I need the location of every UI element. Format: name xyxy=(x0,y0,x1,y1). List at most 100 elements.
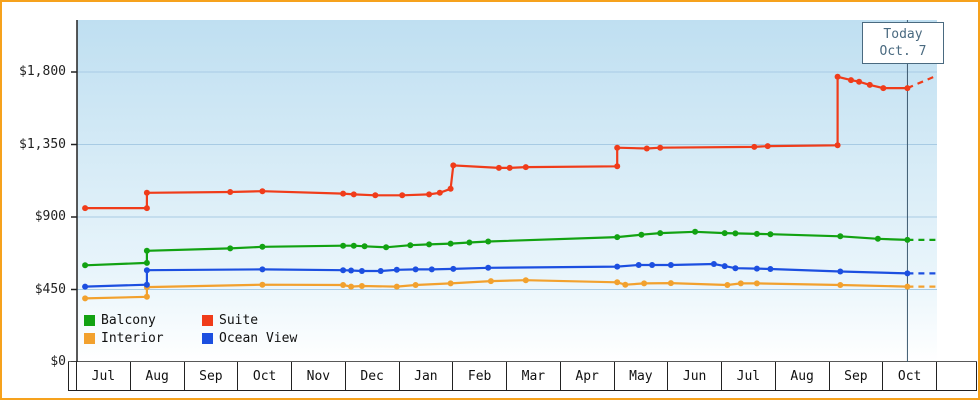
legend-label-ocean-view: Ocean View xyxy=(219,331,298,346)
y-axis-label: $1,350 xyxy=(19,136,66,152)
legend-label-balcony: Balcony xyxy=(101,313,156,328)
data-point-ocean-view xyxy=(904,270,911,277)
data-point-suite xyxy=(522,164,529,171)
data-point-balcony xyxy=(692,228,699,235)
data-point-balcony xyxy=(721,230,728,237)
ocean-view-swatch-icon xyxy=(202,333,213,344)
data-point-balcony xyxy=(447,240,454,247)
series-line-ocean-view xyxy=(85,262,908,288)
month-label: Oct xyxy=(882,362,936,390)
data-point-ocean-view xyxy=(721,263,728,270)
data-point-balcony xyxy=(426,241,433,248)
data-point-balcony xyxy=(753,230,760,237)
data-point-ocean-view xyxy=(377,268,384,274)
legend-label-suite: Suite xyxy=(219,313,259,328)
data-point-suite xyxy=(904,85,911,92)
data-point-interior xyxy=(641,280,648,287)
data-point-interior xyxy=(522,277,529,284)
data-point-suite xyxy=(495,164,502,171)
data-point-ocean-view xyxy=(393,266,400,273)
data-point-balcony xyxy=(466,239,473,246)
legend-item-balcony[interactable]: Balcony xyxy=(84,313,202,328)
data-point-suite xyxy=(350,191,357,198)
y-axis-label: $450 xyxy=(34,281,66,297)
data-point-balcony xyxy=(143,247,150,254)
data-point-interior xyxy=(447,280,454,287)
data-point-ocean-view xyxy=(450,265,457,272)
data-point-suite xyxy=(227,189,234,195)
month-label: Dec xyxy=(344,362,399,390)
data-point-balcony xyxy=(361,243,368,250)
month-label: May xyxy=(613,362,668,390)
y-axis-label: $0 xyxy=(50,354,66,369)
data-point-suite xyxy=(657,144,664,151)
month-label: Jul xyxy=(76,362,130,390)
data-point-interior xyxy=(614,279,621,286)
data-point-suite xyxy=(399,192,406,199)
plot-background xyxy=(77,20,937,362)
legend-item-suite[interactable]: Suite xyxy=(202,313,297,328)
data-point-balcony xyxy=(767,231,774,238)
y-axis-label: $1,800 xyxy=(19,64,66,79)
month-label: Jul xyxy=(721,362,775,390)
today-label-box: Today Oct. 7 xyxy=(862,22,944,64)
data-point-balcony xyxy=(638,231,645,238)
data-point-suite xyxy=(82,205,89,212)
data-point-interior xyxy=(412,282,419,288)
legend-item-ocean-view[interactable]: Ocean View xyxy=(202,331,297,346)
data-point-balcony xyxy=(82,262,89,269)
data-point-interior xyxy=(393,283,400,290)
data-point-ocean-view xyxy=(428,266,435,273)
data-point-ocean-view xyxy=(732,265,739,272)
data-point-suite xyxy=(506,164,513,171)
data-point-suite xyxy=(143,189,150,196)
data-point-suite xyxy=(643,145,650,152)
data-point-suite xyxy=(426,191,433,198)
data-point-suite xyxy=(450,162,457,169)
data-point-interior xyxy=(143,293,150,300)
data-point-ocean-view xyxy=(635,262,642,268)
data-point-ocean-view xyxy=(667,262,674,268)
data-point-balcony xyxy=(383,244,390,251)
data-point-ocean-view xyxy=(143,281,150,288)
data-point-ocean-view xyxy=(358,268,365,274)
data-point-balcony xyxy=(874,235,881,242)
month-label: Aug xyxy=(774,362,829,390)
data-point-suite xyxy=(880,85,887,92)
data-point-interior xyxy=(737,280,744,287)
legend-item-interior[interactable]: Interior xyxy=(84,331,202,346)
month-spacer xyxy=(936,362,976,390)
interior-swatch-icon xyxy=(84,333,95,344)
data-point-interior xyxy=(358,283,365,289)
data-point-balcony xyxy=(485,238,492,245)
data-point-suite xyxy=(372,192,379,199)
data-point-ocean-view xyxy=(649,262,656,268)
data-point-suite xyxy=(614,144,621,151)
data-point-interior xyxy=(753,280,760,287)
legend: Balcony Suite Interior Ocean View xyxy=(84,313,297,346)
data-point-ocean-view xyxy=(485,264,492,271)
month-label: Feb xyxy=(452,362,506,390)
data-point-balcony xyxy=(340,242,347,249)
month-label: Jun xyxy=(667,362,721,390)
legend-label-interior: Interior xyxy=(101,331,164,346)
data-point-balcony xyxy=(614,234,621,241)
data-point-balcony xyxy=(227,245,234,252)
month-label: Aug xyxy=(129,362,184,390)
data-point-interior xyxy=(82,295,89,302)
suite-swatch-icon xyxy=(202,315,213,326)
data-point-suite xyxy=(143,205,150,212)
data-point-ocean-view xyxy=(340,267,347,274)
month-label: Mar xyxy=(506,362,560,390)
data-point-suite xyxy=(340,190,347,197)
month-label: Jan xyxy=(398,362,453,390)
data-point-suite xyxy=(834,142,841,149)
data-point-suite xyxy=(436,189,443,196)
month-label: Apr xyxy=(559,362,614,390)
y-axis-label: $900 xyxy=(34,209,66,224)
data-point-interior xyxy=(340,282,347,288)
data-point-ocean-view xyxy=(82,283,89,290)
data-point-balcony xyxy=(904,236,911,243)
data-point-interior xyxy=(667,280,674,287)
